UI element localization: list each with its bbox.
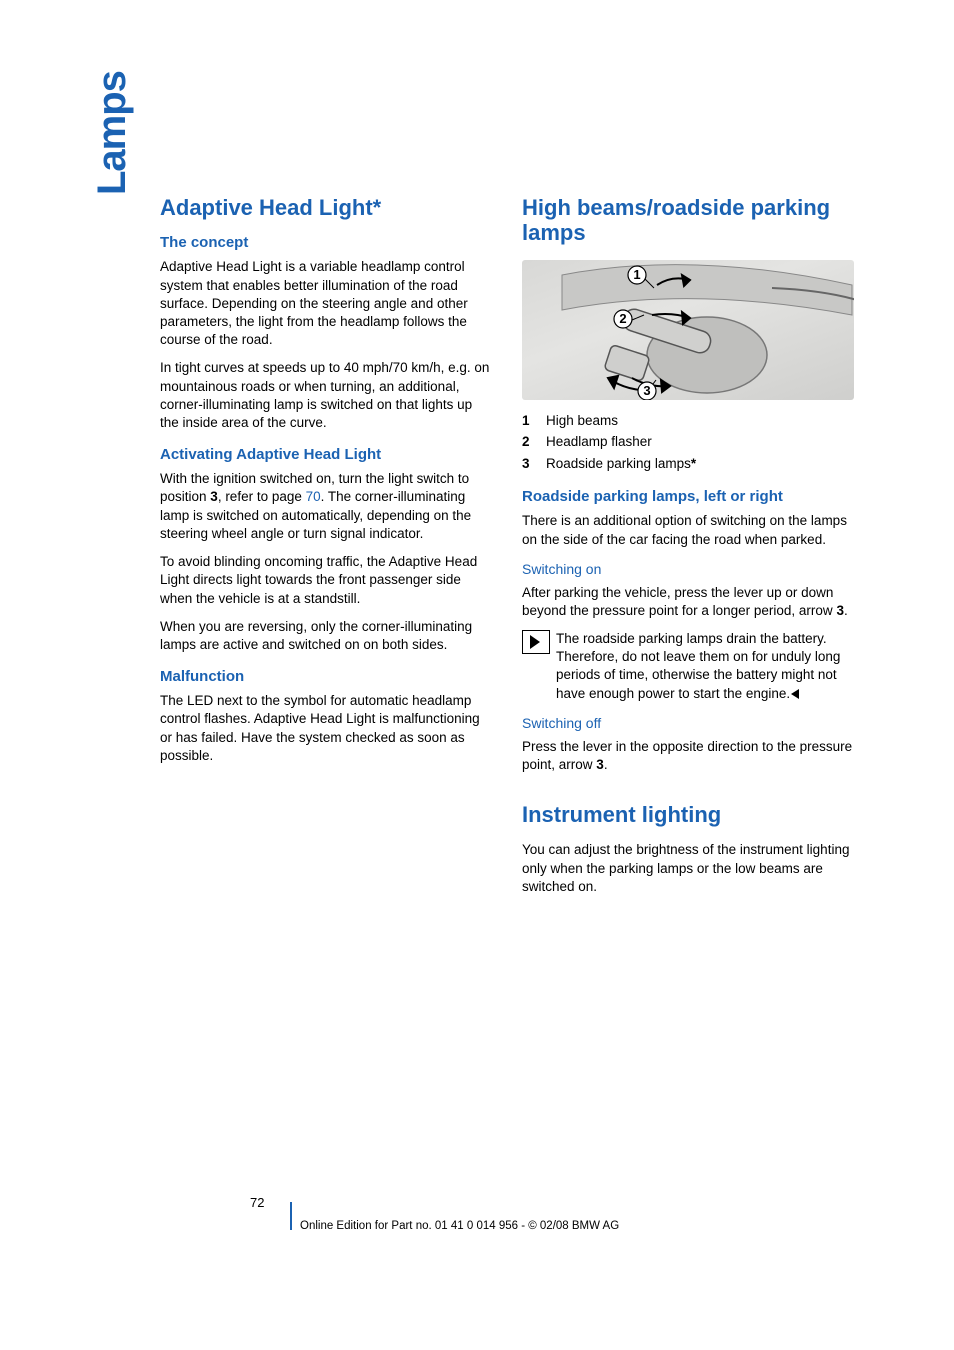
list-row: 3Roadside parking lamps* bbox=[522, 453, 854, 475]
text: Press the lever in the opposite directio… bbox=[522, 739, 852, 772]
text: . bbox=[604, 757, 608, 772]
text: , refer to page bbox=[218, 489, 306, 504]
callout-list: 1High beams 2Headlamp flasher 3Roadside … bbox=[522, 410, 854, 475]
heading-switching-off: Switching off bbox=[522, 715, 854, 732]
note-text: The roadside parking lamps drain the bat… bbox=[556, 630, 854, 703]
heading-activating: Activating Adaptive Head Light bbox=[160, 446, 492, 464]
callout-3: 3 bbox=[643, 383, 650, 398]
content-columns: Adaptive Head Light* The concept Adaptiv… bbox=[160, 195, 854, 906]
malfunction-para-1: The LED next to the symbol for automatic… bbox=[160, 692, 492, 765]
page-number: 72 bbox=[250, 1195, 264, 1210]
text-bold: 3 bbox=[836, 603, 844, 618]
right-column: High beams/roadside parking lamps bbox=[522, 195, 854, 906]
footer-copyright: Online Edition for Part no. 01 41 0 014 … bbox=[300, 1220, 619, 1232]
activating-para-1: With the ignition switched on, turn the … bbox=[160, 470, 492, 543]
note-battery-drain: The roadside parking lamps drain the bat… bbox=[522, 630, 854, 703]
list-row: 1High beams bbox=[522, 410, 854, 432]
concept-para-2: In tight curves at speeds up to 40 mph/7… bbox=[160, 359, 492, 432]
callout-1: 1 bbox=[633, 267, 640, 282]
callout-2: 2 bbox=[619, 311, 626, 326]
heading-switching-on: Switching on bbox=[522, 561, 854, 578]
list-text: Headlamp flasher bbox=[546, 431, 652, 453]
list-num: 3 bbox=[522, 453, 546, 475]
heading-high-beams: High beams/roadside parking lamps bbox=[522, 195, 854, 246]
text: After parking the vehicle, press the lev… bbox=[522, 585, 836, 618]
left-column: Adaptive Head Light* The concept Adaptiv… bbox=[160, 195, 492, 906]
end-mark-icon bbox=[791, 689, 799, 699]
list-num: 1 bbox=[522, 410, 546, 432]
roadside-para-1: There is an additional option of switchi… bbox=[522, 512, 854, 548]
heading-the-concept: The concept bbox=[160, 234, 492, 252]
text-bold: * bbox=[691, 456, 696, 471]
text-bold: 3 bbox=[596, 757, 604, 772]
switching-on-para-1: After parking the vehicle, press the lev… bbox=[522, 584, 854, 620]
footer-divider bbox=[290, 1202, 292, 1230]
heading-roadside-parking: Roadside parking lamps, left or right bbox=[522, 488, 854, 506]
switching-off-para-1: Press the lever in the opposite directio… bbox=[522, 738, 854, 774]
instrument-para-1: You can adjust the brightness of the ins… bbox=[522, 841, 854, 896]
list-text: High beams bbox=[546, 410, 618, 432]
heading-adaptive-head-light: Adaptive Head Light* bbox=[160, 195, 492, 220]
text: . bbox=[844, 603, 848, 618]
list-row: 2Headlamp flasher bbox=[522, 431, 854, 453]
page-link-70[interactable]: 70 bbox=[306, 489, 321, 504]
list-num: 2 bbox=[522, 431, 546, 453]
text: Roadside parking lamps bbox=[546, 456, 691, 471]
activating-para-2: To avoid blinding oncoming traffic, the … bbox=[160, 553, 492, 608]
figure-lever-diagram: 1 2 3 bbox=[522, 260, 854, 400]
concept-para-1: Adaptive Head Light is a variable headla… bbox=[160, 258, 492, 349]
page: Lamps Adaptive Head Light* The concept A… bbox=[0, 0, 954, 1350]
activating-para-3: When you are reversing, only the corner-… bbox=[160, 618, 492, 654]
heading-malfunction: Malfunction bbox=[160, 668, 492, 686]
heading-instrument-lighting: Instrument lighting bbox=[522, 802, 854, 827]
side-tab-lamps: Lamps bbox=[90, 71, 135, 195]
text-bold: 3 bbox=[210, 489, 218, 504]
list-text: Roadside parking lamps* bbox=[546, 453, 696, 475]
note-icon bbox=[522, 630, 550, 654]
